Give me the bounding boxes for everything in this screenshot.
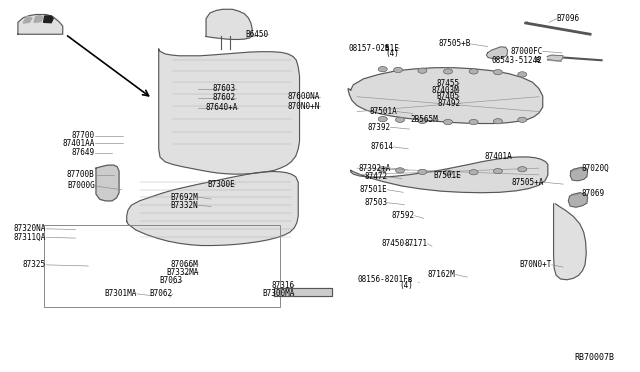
Text: RB70007B: RB70007B [575, 353, 614, 362]
Text: B: B [408, 277, 412, 283]
Text: 87020Q: 87020Q [581, 164, 609, 173]
Circle shape [444, 170, 452, 175]
Circle shape [378, 43, 396, 54]
Text: 87505+B: 87505+B [438, 39, 470, 48]
Text: (4): (4) [385, 49, 399, 58]
Polygon shape [96, 165, 119, 201]
Polygon shape [348, 68, 543, 124]
Text: 87602: 87602 [212, 93, 236, 102]
Polygon shape [159, 49, 300, 174]
Text: 870N0+N: 870N0+N [287, 102, 320, 110]
Circle shape [518, 167, 527, 172]
Text: 87392+A: 87392+A [358, 164, 390, 173]
Text: 87401A: 87401A [484, 152, 512, 161]
Text: B7063: B7063 [159, 276, 182, 285]
Circle shape [469, 170, 478, 175]
Text: 87614: 87614 [371, 142, 394, 151]
Text: 87162M: 87162M [428, 270, 456, 279]
Text: B7062: B7062 [150, 289, 173, 298]
Text: 87401AA: 87401AA [62, 139, 95, 148]
Circle shape [493, 169, 502, 174]
Polygon shape [34, 16, 43, 22]
Text: 87403M: 87403M [432, 86, 460, 94]
Text: 08157-0251E: 08157-0251E [349, 44, 399, 53]
Text: 87325: 87325 [23, 260, 46, 269]
Text: 87171: 87171 [404, 239, 428, 248]
Text: B7405: B7405 [436, 92, 460, 101]
Text: 87492: 87492 [438, 99, 461, 108]
Text: B7332MA: B7332MA [166, 268, 198, 277]
Text: 87505+A: 87505+A [511, 178, 544, 187]
Circle shape [469, 119, 478, 125]
Circle shape [493, 70, 502, 75]
Circle shape [529, 55, 547, 65]
Circle shape [396, 117, 404, 122]
Polygon shape [18, 15, 63, 34]
Text: 87000FC: 87000FC [510, 47, 543, 56]
Text: 87066M: 87066M [171, 260, 198, 269]
Polygon shape [570, 167, 588, 181]
Circle shape [418, 118, 427, 124]
Circle shape [401, 275, 419, 285]
Text: 87603: 87603 [212, 84, 236, 93]
Circle shape [493, 119, 502, 124]
Polygon shape [127, 171, 298, 246]
Text: B6450: B6450 [246, 30, 269, 39]
Text: 87592: 87592 [392, 211, 415, 220]
Circle shape [378, 167, 387, 172]
Polygon shape [23, 16, 32, 23]
Circle shape [444, 119, 452, 125]
Text: B7301MA: B7301MA [104, 289, 137, 298]
Text: 87649: 87649 [72, 148, 95, 157]
Circle shape [518, 117, 527, 122]
Text: 87501A: 87501A [369, 107, 397, 116]
Text: 87392: 87392 [367, 123, 390, 132]
Text: 2B565M: 2B565M [411, 115, 438, 124]
Text: 87069: 87069 [581, 189, 604, 198]
Bar [44, 225, 280, 307]
Circle shape [469, 69, 478, 74]
Polygon shape [547, 55, 563, 61]
Text: 87503: 87503 [364, 198, 387, 207]
Circle shape [418, 169, 427, 174]
Polygon shape [206, 9, 252, 39]
Polygon shape [568, 193, 588, 207]
Text: (4): (4) [399, 281, 413, 290]
Text: B: B [385, 45, 388, 51]
Text: 87600NA: 87600NA [287, 92, 320, 101]
Text: B7000G: B7000G [67, 182, 95, 190]
Polygon shape [486, 47, 508, 59]
Text: 87316: 87316 [271, 281, 294, 290]
Text: 87501E: 87501E [360, 185, 387, 194]
Polygon shape [44, 16, 53, 23]
Text: 87455: 87455 [436, 79, 460, 88]
Circle shape [396, 168, 404, 173]
Text: B7332N: B7332N [171, 201, 198, 210]
Text: 08543-51242: 08543-51242 [492, 56, 543, 65]
Text: 87472: 87472 [364, 172, 387, 181]
Text: B70N0+T: B70N0+T [519, 260, 552, 269]
Text: B7300MA: B7300MA [262, 289, 294, 298]
Text: 87320NA: 87320NA [13, 224, 46, 233]
Circle shape [394, 67, 403, 73]
Circle shape [518, 72, 527, 77]
Text: 87640+A: 87640+A [205, 103, 238, 112]
Circle shape [378, 67, 387, 72]
Text: B7501E: B7501E [433, 171, 461, 180]
Text: B7096: B7096 [557, 14, 580, 23]
Polygon shape [351, 157, 548, 193]
Polygon shape [274, 288, 332, 296]
Text: B7300E: B7300E [208, 180, 236, 189]
Text: 87311QA: 87311QA [13, 233, 46, 242]
Circle shape [378, 116, 387, 122]
Polygon shape [554, 204, 586, 280]
Text: 87700B: 87700B [67, 170, 95, 179]
Text: 08156-8201F: 08156-8201F [358, 275, 408, 284]
Text: B7692M: B7692M [171, 193, 198, 202]
Circle shape [444, 69, 452, 74]
Circle shape [418, 68, 427, 73]
Text: 87450: 87450 [381, 239, 404, 248]
Text: 87700: 87700 [72, 131, 95, 140]
Text: B: B [536, 57, 540, 63]
